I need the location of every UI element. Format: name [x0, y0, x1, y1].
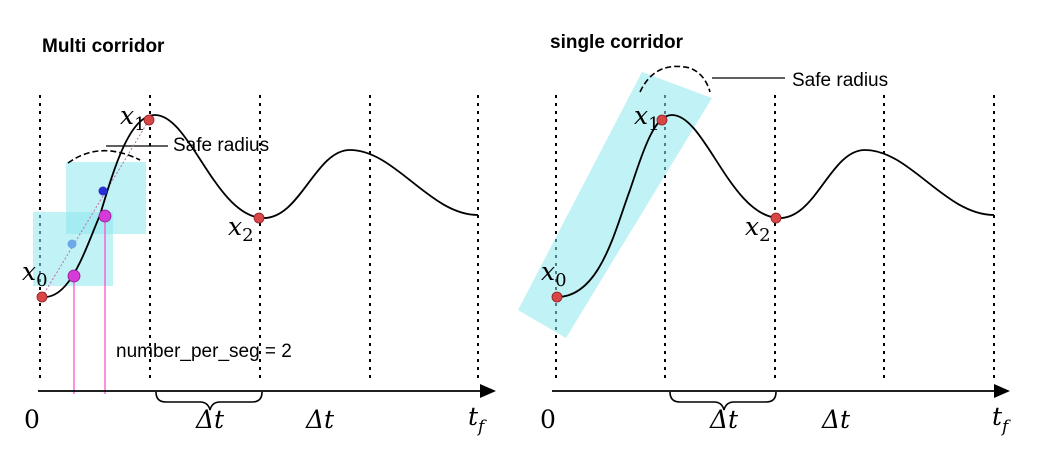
- right-title: single corridor: [550, 32, 684, 53]
- left-straight-sample-point: [67, 239, 77, 249]
- left-title: Multi corridor: [42, 36, 165, 57]
- right-safe-radius-arc: [639, 65, 711, 93]
- left-curve-sample-point: [67, 269, 81, 283]
- right-axis-dt-brace: Δt: [709, 405, 739, 434]
- right-axis-tf: tf: [992, 402, 1011, 437]
- left-axis-zero: 0: [24, 405, 40, 434]
- right-axis-zero: 0: [540, 405, 556, 434]
- left-safe-radius-label: Safe radius: [173, 135, 269, 156]
- right-panel: single corridor Safe radius x0 x1 x2: [518, 32, 1011, 437]
- right-corridor: [518, 72, 712, 338]
- right-waypoint-x0: [551, 291, 563, 303]
- right-segment-brace: [669, 391, 777, 411]
- right-trajectory-curve: [556, 114, 995, 298]
- right-waypoint-x2: [770, 212, 782, 224]
- left-waypoint-x0: [36, 291, 48, 303]
- right-waypoint-x1: [656, 114, 668, 126]
- left-panel: Multi corridor Safe radius: [22, 36, 496, 437]
- left-x0-label: x0: [22, 257, 48, 291]
- left-safe-radius-arc: [67, 149, 141, 164]
- left-axis-dt: Δt: [305, 405, 335, 434]
- left-curve-sample-point: [98, 209, 112, 223]
- right-x0-label: x0: [541, 257, 567, 291]
- left-x2-label: x2: [228, 212, 254, 246]
- left-axis-tf: tf: [468, 402, 487, 437]
- left-time-axis-arrow: [480, 384, 496, 398]
- left-axis-dt-brace: Δt: [195, 405, 225, 434]
- right-time-axis-arrow: [994, 384, 1010, 398]
- left-waypoint-x1: [143, 114, 155, 126]
- left-segment-brace: [155, 391, 263, 411]
- left-x1-label: x1: [120, 101, 146, 135]
- right-x2-label: x2: [745, 212, 771, 246]
- left-straight-sample-point: [98, 186, 108, 196]
- left-waypoint-x2: [253, 212, 265, 224]
- right-x1-label: x1: [634, 101, 660, 135]
- right-safe-radius-label: Safe radius: [792, 70, 888, 91]
- left-straight-path: [41, 119, 150, 298]
- right-axis-dt: Δt: [821, 405, 851, 434]
- left-number-per-seg-label: number_per_seg = 2: [116, 341, 292, 362]
